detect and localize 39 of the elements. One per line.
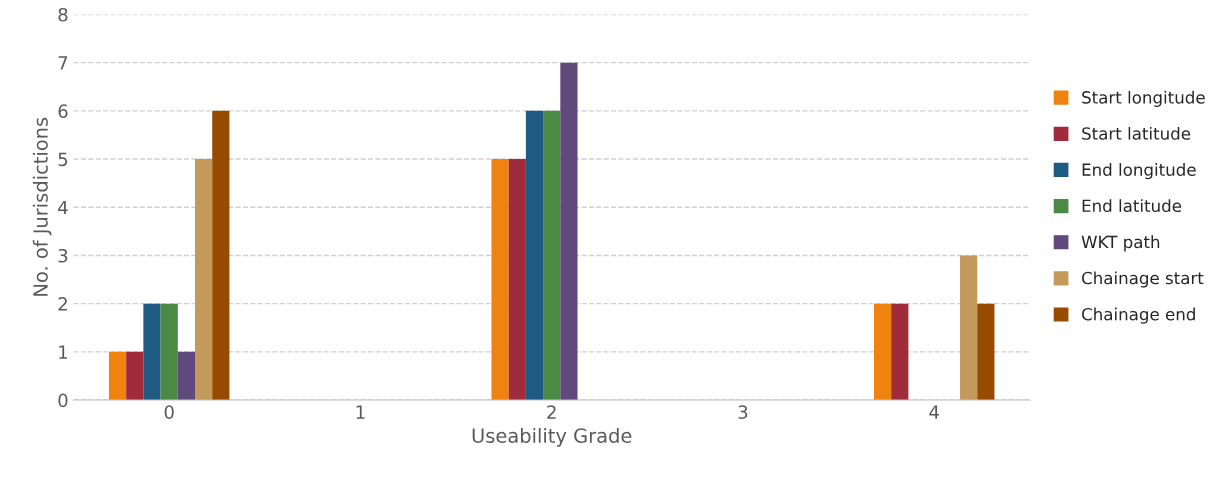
bar — [891, 303, 909, 401]
bar — [160, 303, 178, 401]
y-tick-label: 6 — [58, 104, 68, 118]
legend-label: Chainage end — [1082, 307, 1195, 324]
legend-label: Start latitude — [1082, 126, 1191, 140]
bar — [960, 255, 978, 401]
bar — [108, 351, 127, 401]
y-tick-label: 8 — [58, 7, 68, 22]
bar — [525, 110, 544, 401]
x-tick-label: 3 — [738, 405, 748, 419]
y-axis-title: No. of Jurisdictions — [32, 117, 52, 296]
y-tick-label: 0 — [58, 393, 68, 408]
x-tick-label: 2 — [547, 405, 556, 419]
bar — [491, 159, 509, 401]
bar — [873, 303, 892, 401]
bar — [195, 159, 213, 401]
y-tick-label: 4 — [58, 200, 68, 215]
legend-label: WKT path — [1081, 235, 1160, 252]
bar — [126, 351, 144, 401]
legend-label: End longitude — [1082, 163, 1196, 180]
x-tick-label: 4 — [929, 405, 939, 419]
bar — [508, 159, 526, 401]
y-tick-label: 7 — [58, 56, 68, 70]
y-tick-label: 1 — [59, 345, 68, 359]
legend-label: End latitude — [1082, 199, 1182, 213]
bar — [543, 110, 561, 401]
legend-label: Start longitude — [1082, 90, 1205, 107]
bar — [143, 303, 161, 401]
y-tick-label: 5 — [58, 152, 68, 167]
x-axis-title: Useability Grade — [472, 427, 632, 447]
bar — [177, 351, 196, 401]
y-tick-label: 3 — [58, 248, 68, 263]
bar — [560, 62, 578, 401]
bar — [212, 110, 230, 401]
bar — [977, 303, 995, 401]
legend-label: Chainage start — [1082, 271, 1204, 288]
x-tick-label: 1 — [356, 405, 365, 419]
x-tick-label: 0 — [164, 405, 174, 419]
y-tick-label: 2 — [58, 297, 67, 311]
